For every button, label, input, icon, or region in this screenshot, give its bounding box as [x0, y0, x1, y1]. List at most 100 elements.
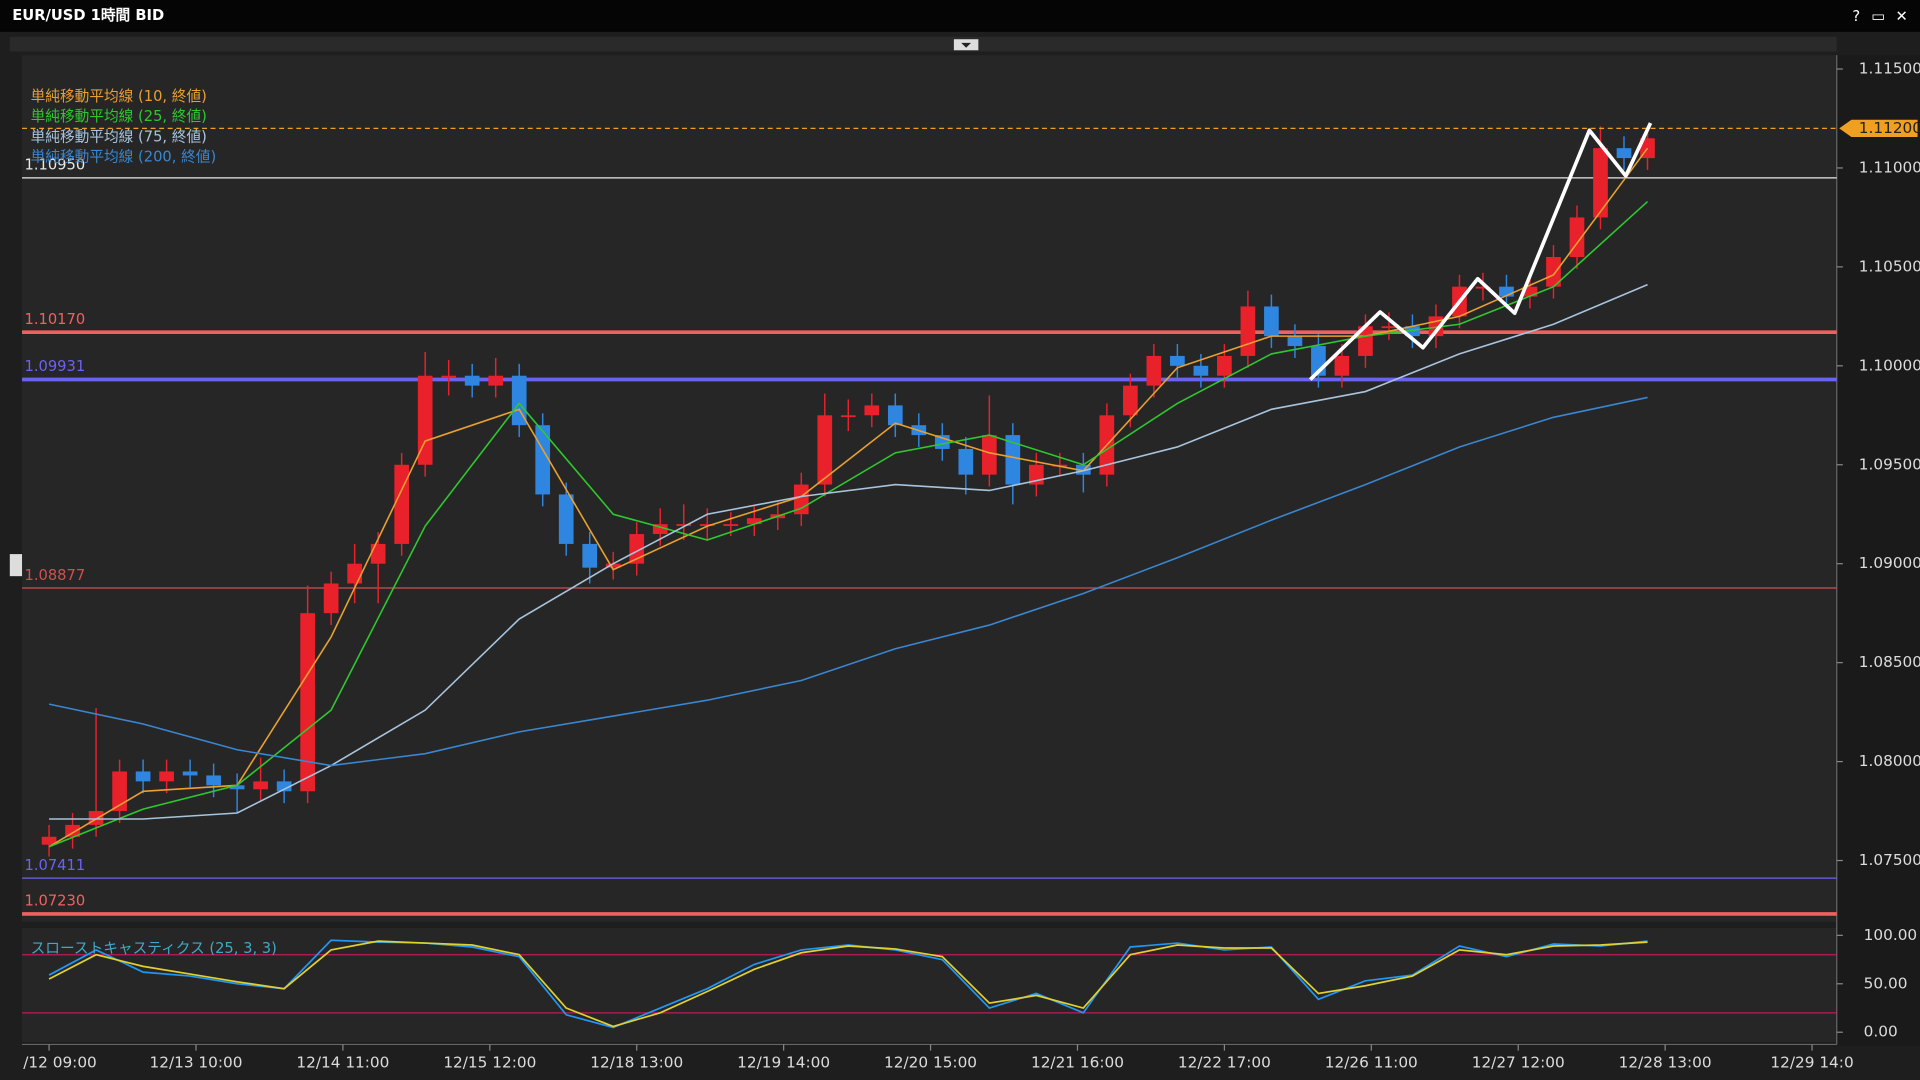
y-tick-label: 1.09500	[1859, 455, 1920, 473]
candle-body	[206, 775, 221, 786]
candle-body	[1334, 355, 1350, 376]
moving-average-line	[49, 283, 1648, 820]
x-tick-label: 12/15 12:00	[443, 1053, 536, 1071]
window-title: EUR/USD 1時間 BID	[12, 6, 164, 24]
level-label: 1.07230	[24, 893, 85, 910]
y-tick-label: 1.10000	[1859, 356, 1920, 374]
moving-average-line	[48, 200, 1649, 848]
y-tick-label: 1.11000	[1859, 158, 1920, 176]
help-button[interactable]: ?	[1852, 8, 1860, 25]
y-tick-label: 1.10500	[1859, 257, 1920, 275]
legend-entry: 単純移動平均線 (10, 終値)	[31, 88, 207, 105]
x-tick-label: 12/22 17:00	[1178, 1053, 1271, 1071]
stoch-title: スローストキャスティクス (25, 3, 3)	[31, 940, 277, 957]
candle-body	[981, 435, 997, 475]
collapse-arrow	[961, 42, 972, 48]
candle-body	[887, 405, 903, 426]
candle-body	[65, 824, 80, 837]
level-label: 1.08877	[24, 567, 85, 584]
candle-body	[112, 771, 127, 812]
candle-body	[511, 375, 527, 426]
candle-body	[347, 563, 363, 584]
price-axis-bg	[1836, 55, 1920, 1046]
candle-body	[441, 375, 457, 378]
candle-body	[1499, 286, 1514, 297]
candle-body	[182, 771, 198, 776]
candle-body	[135, 771, 151, 782]
candle-body	[699, 524, 715, 526]
y-tick-label: 1.08000	[1859, 752, 1920, 770]
candle-body	[1240, 306, 1256, 356]
stoch-line	[48, 939, 1648, 1029]
candle-body	[1193, 365, 1209, 376]
candle-body	[1546, 256, 1561, 287]
candle-body	[652, 524, 668, 535]
title-bar	[0, 0, 1920, 32]
level-label: 1.07411	[24, 857, 85, 874]
candle-body	[1381, 326, 1397, 329]
x-tick-label: /12 09:00	[23, 1053, 97, 1071]
candle-body	[394, 464, 410, 544]
candle-body	[370, 543, 386, 564]
stoch-line	[48, 940, 1648, 1028]
y-tick-label: 1.08500	[1859, 653, 1920, 671]
candle-body	[864, 405, 880, 416]
candle-body	[817, 415, 833, 485]
close-button[interactable]: ✕	[1895, 8, 1907, 25]
x-tick-label: 12/14 11:00	[296, 1053, 389, 1071]
annotation-zigzag	[1308, 122, 1653, 381]
current-price-tag	[1839, 119, 1918, 137]
candle-body	[417, 375, 433, 465]
moving-average-line	[48, 396, 1648, 767]
candle-body	[1217, 355, 1232, 376]
legend-entry: 単純移動平均線 (75, 終値)	[31, 128, 207, 145]
candle-body	[558, 494, 574, 544]
level-label: 1.09931	[24, 358, 85, 375]
legend-entry: 単純移動平均線 (25, 終値)	[31, 108, 207, 125]
candle-body	[300, 613, 315, 792]
y-tick-label: 50.00	[1864, 974, 1908, 992]
candle-body	[276, 781, 292, 792]
candle-body	[159, 771, 174, 782]
level-label: 1.10950	[24, 157, 85, 174]
candle-body	[1123, 385, 1138, 416]
x-tick-label: 12/21 16:00	[1031, 1053, 1124, 1071]
maximize-button[interactable]: ▭	[1871, 8, 1885, 25]
level-label: 1.10170	[24, 311, 85, 328]
x-tick-label: 12/27 12:00	[1472, 1053, 1565, 1071]
candle-body	[229, 785, 245, 790]
candle-body	[41, 836, 57, 845]
candle-body	[958, 448, 974, 475]
candle-body	[535, 425, 551, 495]
y-tick-label: 1.11500	[1859, 60, 1920, 78]
candle-body	[1146, 355, 1162, 386]
side-toggle[interactable]	[9, 554, 23, 577]
candle-body	[464, 375, 480, 386]
main-plot-bg	[22, 55, 1837, 922]
x-tick-label: 12/18 13:00	[590, 1053, 683, 1071]
candle-body	[1264, 306, 1279, 337]
current-price-label: 1.11200	[1859, 119, 1920, 137]
candle-body	[323, 583, 339, 614]
candle-body	[1593, 148, 1608, 218]
candle-body	[746, 518, 762, 525]
x-tick-label: 12/29 14:0	[1770, 1053, 1853, 1071]
candle-body	[1005, 435, 1021, 485]
candle-body	[1475, 286, 1491, 289]
candle-body	[1287, 336, 1303, 347]
candle-body	[1616, 148, 1632, 159]
x-tick-label: 12/19 14:00	[737, 1053, 830, 1071]
x-tick-label: 12/13 10:00	[149, 1053, 242, 1071]
candle-body	[605, 563, 621, 568]
candle-body	[1358, 326, 1373, 356]
y-tick-label: 1.09000	[1859, 554, 1920, 572]
x-tick-label: 12/20 15:00	[884, 1053, 977, 1071]
y-tick-label: 0.00	[1864, 1023, 1898, 1041]
candle-body	[253, 781, 268, 790]
candle-body	[1170, 355, 1185, 366]
candle-body	[488, 375, 504, 386]
candle-body	[676, 524, 692, 526]
moving-average-line	[48, 147, 1649, 848]
